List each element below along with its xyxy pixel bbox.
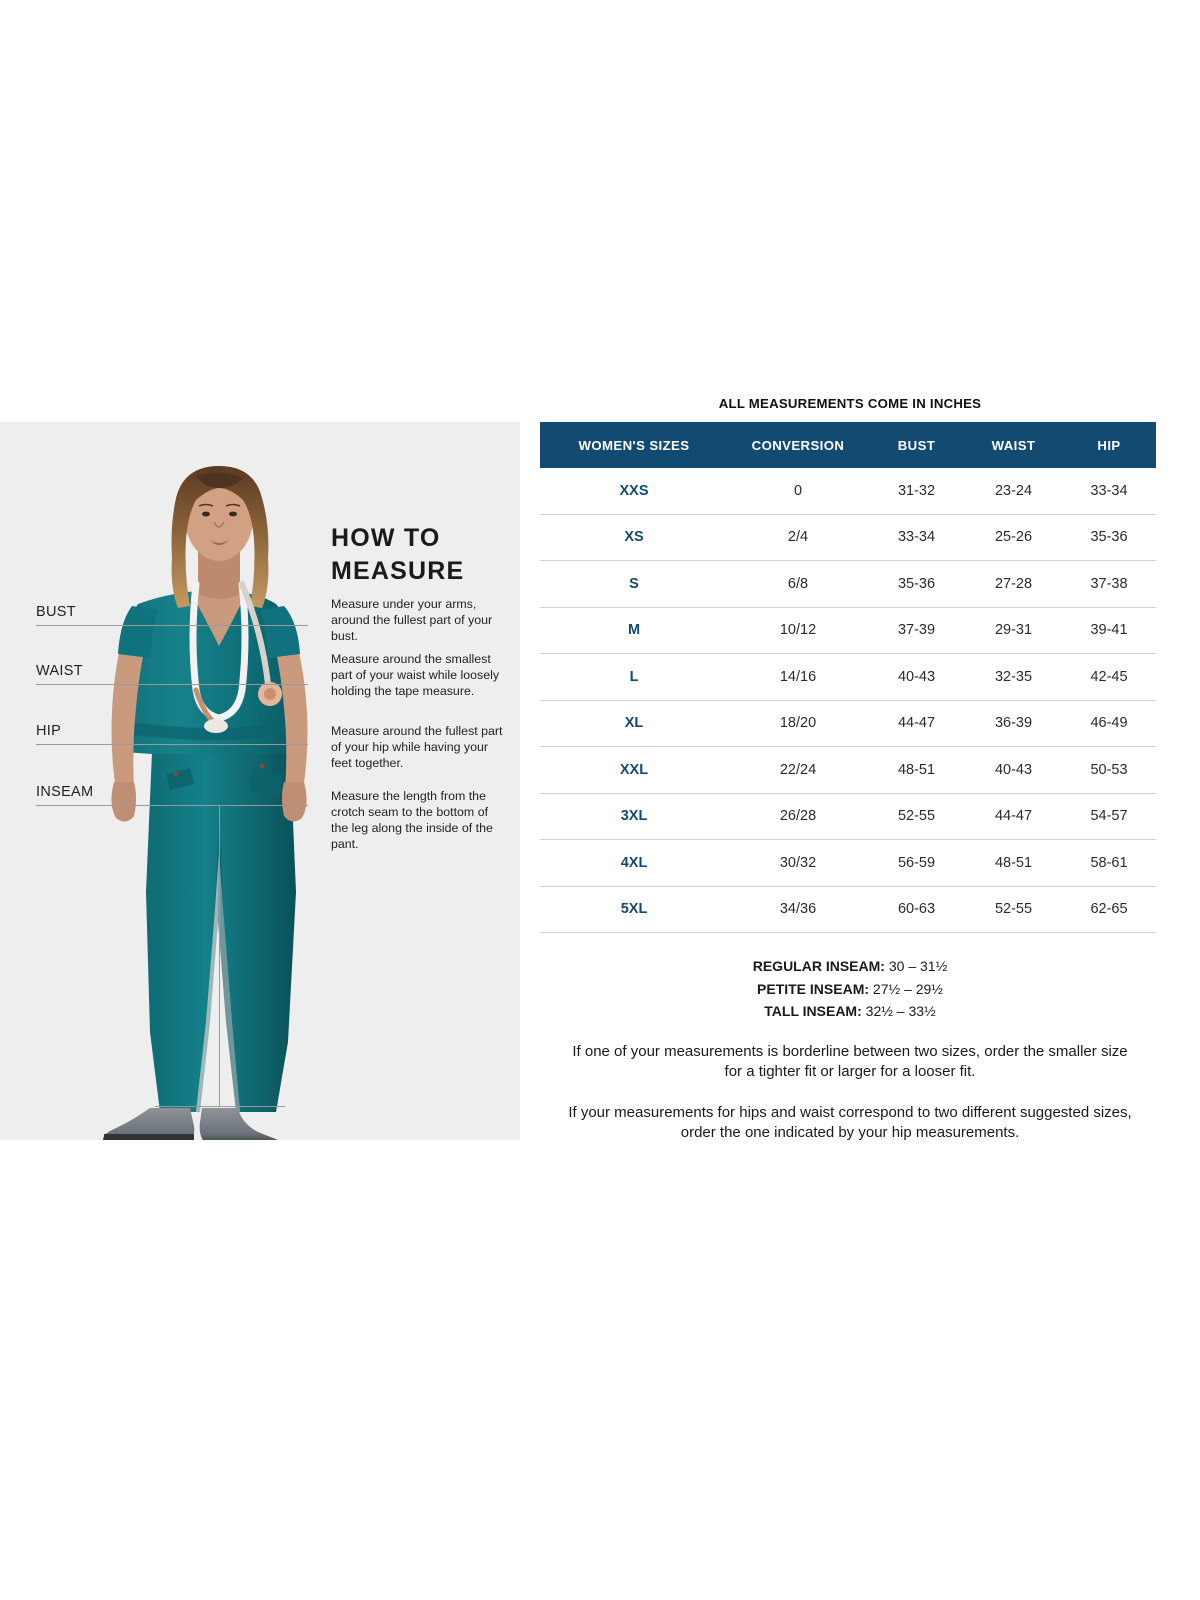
inseam-value-regular: 30 – 31½: [888, 958, 948, 974]
cell-conversion-value: 2/4: [728, 514, 868, 561]
sizing-note-hip-priority: If your measurements for hips and waist …: [568, 1103, 1132, 1141]
cell-bust-value: 44-47: [868, 700, 965, 747]
inseam-row-petite: PETITE INSEAM: 27½ – 29½: [540, 978, 1160, 1001]
page-title: HOW TO MEASURE: [331, 524, 465, 585]
measure-label-hip: HIP: [36, 723, 62, 739]
cell-waist-value: 52-55: [965, 886, 1062, 933]
cell-bust-value: 35-36: [868, 560, 965, 608]
cell-hip-value: 33-34: [1062, 468, 1156, 515]
cell-waist-value: 36-39: [965, 700, 1062, 747]
cell-waist-value: 29-31: [965, 607, 1062, 654]
cell-hip-value: 58-61: [1062, 839, 1156, 887]
cell-bust-value: 52-55: [868, 793, 965, 840]
cell-hip-value: 50-53: [1062, 746, 1156, 794]
cell-size-value: XS: [540, 514, 728, 561]
inseam-value-petite: 27½ – 29½: [872, 980, 943, 997]
cell-conversion-value: 22/24: [728, 746, 868, 794]
cell-waist-value: 23-24: [965, 468, 1062, 515]
cell-bust-value: 40-43: [868, 653, 965, 701]
column-header-hip: HIP: [1062, 422, 1156, 468]
cell-conversion-value: 0: [728, 468, 868, 515]
cell-conversion-value: 26/28: [728, 793, 868, 840]
cell-size-value: 5XL: [540, 886, 728, 933]
cell-conversion-value: 10/12: [728, 607, 868, 654]
cell-hip-value: 37-38: [1062, 560, 1156, 608]
column-header-womens-sizes: WOMEN'S SIZES: [540, 422, 728, 468]
table-row: M 10/12 37-39 29-31 39-41: [540, 607, 1156, 654]
cell-waist-value: 48-51: [965, 839, 1062, 887]
inseam-label-tall: TALL INSEAM:: [764, 1003, 862, 1020]
cell-conversion-value: 18/20: [728, 700, 868, 747]
table-header-row: WOMEN'S SIZES CONVERSION BUST WAIST HIP: [540, 422, 1156, 468]
cell-size-value: S: [540, 560, 728, 608]
guide-line-inseam-vertical: [219, 805, 220, 1107]
cell-waist-value: 40-43: [965, 746, 1062, 794]
table-row: S 6/8 35-36 27-28 37-38: [540, 560, 1156, 608]
guide-line-waist: [36, 684, 308, 685]
cell-hip-value: 62-65: [1062, 886, 1156, 933]
table-row: L 14/16 40-43 32-35 42-45: [540, 653, 1156, 701]
measure-description-inseam: Measure the length from the crotch seam …: [331, 789, 493, 851]
table-row: XXL 22/24 48-51 40-43 50-53: [540, 746, 1156, 794]
cell-size-value: M: [540, 607, 728, 654]
guide-line-inseam-bottom: [155, 1106, 285, 1107]
cell-bust-value: 33-34: [868, 514, 965, 561]
guide-line-hip: [36, 744, 308, 745]
inseam-label-petite: PETITE INSEAM:: [757, 980, 870, 997]
chart-caption: ALL MEASUREMENTS COME IN INCHES: [718, 396, 982, 411]
cell-waist-value: 32-35: [965, 653, 1062, 701]
cell-hip-value: 39-41: [1062, 607, 1156, 654]
table-row: XXS 0 31-32 23-24 33-34: [540, 468, 1156, 515]
column-header-waist: WAIST: [965, 422, 1062, 468]
table-row: XL 18/20 44-47 36-39 46-49: [540, 700, 1156, 747]
table-row: 4XL 30/32 56-59 48-51 58-61: [540, 839, 1156, 887]
inseam-label-regular: REGULAR INSEAM:: [752, 958, 885, 974]
cell-hip-value: 54-57: [1062, 793, 1156, 840]
cell-size-value: XL: [540, 700, 728, 747]
cell-hip-value: 35-36: [1062, 514, 1156, 561]
guide-line-inseam: [36, 805, 308, 806]
cell-conversion-value: 14/16: [728, 653, 868, 701]
size-chart-area: ALL MEASUREMENTS COME IN INCHES WOMEN'S …: [540, 396, 1160, 1143]
measure-label-bust: BUST: [36, 604, 76, 620]
cell-bust-value: 48-51: [868, 746, 965, 794]
cell-size-value: XXS: [540, 468, 728, 515]
cell-bust-value: 37-39: [868, 607, 965, 654]
cell-waist-value: 27-28: [965, 560, 1062, 608]
cell-waist-value: 25-26: [965, 514, 1062, 561]
cell-hip-value: 42-45: [1062, 653, 1156, 701]
inseam-value-tall: 32½ – 33½: [865, 1003, 936, 1020]
guide-line-bust: [36, 625, 308, 626]
measure-label-inseam: INSEAM: [36, 784, 94, 800]
size-chart-table: WOMEN'S SIZES CONVERSION BUST WAIST HIP …: [540, 422, 1156, 933]
table-row: 5XL 34/36 60-63 52-55 62-65: [540, 886, 1156, 933]
cell-bust-value: 31-32: [868, 468, 965, 515]
measure-label-waist: WAIST: [36, 663, 83, 679]
column-header-conversion: CONVERSION: [728, 422, 868, 468]
measure-description-bust: Measure under your arms, around the full…: [331, 597, 493, 643]
cell-size-value: L: [540, 653, 728, 701]
sizing-notes-block: If one of your measurements is borderlin…: [540, 1042, 1160, 1143]
inseam-row-tall: TALL INSEAM: 32½ – 33½: [540, 1000, 1160, 1023]
table-row: XS 2/4 33-34 25-26 35-36: [540, 514, 1156, 561]
inseam-info-block: REGULAR INSEAM: 30 – 31½ PETITE INSEAM: …: [540, 955, 1160, 1023]
cell-waist-value: 44-47: [965, 793, 1062, 840]
sizing-note-borderline: If one of your measurements is borderlin…: [572, 1043, 1128, 1080]
measure-description-waist: Measure around the smallest part of your…: [331, 652, 500, 698]
cell-conversion-value: 6/8: [728, 560, 868, 608]
cell-conversion-value: 30/32: [728, 839, 868, 887]
cell-bust-value: 56-59: [868, 839, 965, 887]
table-row: 3XL 26/28 52-55 44-47 54-57: [540, 793, 1156, 840]
cell-size-value: 3XL: [540, 793, 728, 840]
cell-hip-value: 46-49: [1062, 700, 1156, 747]
cell-bust-value: 60-63: [868, 886, 965, 933]
inseam-row-regular: REGULAR INSEAM: 30 – 31½: [540, 955, 1160, 978]
cell-conversion-value: 34/36: [728, 886, 868, 933]
column-header-bust: BUST: [868, 422, 965, 468]
measure-description-hip: Measure around the fullest part of your …: [331, 724, 503, 770]
cell-size-value: XXL: [540, 746, 728, 794]
cell-size-value: 4XL: [540, 839, 728, 887]
